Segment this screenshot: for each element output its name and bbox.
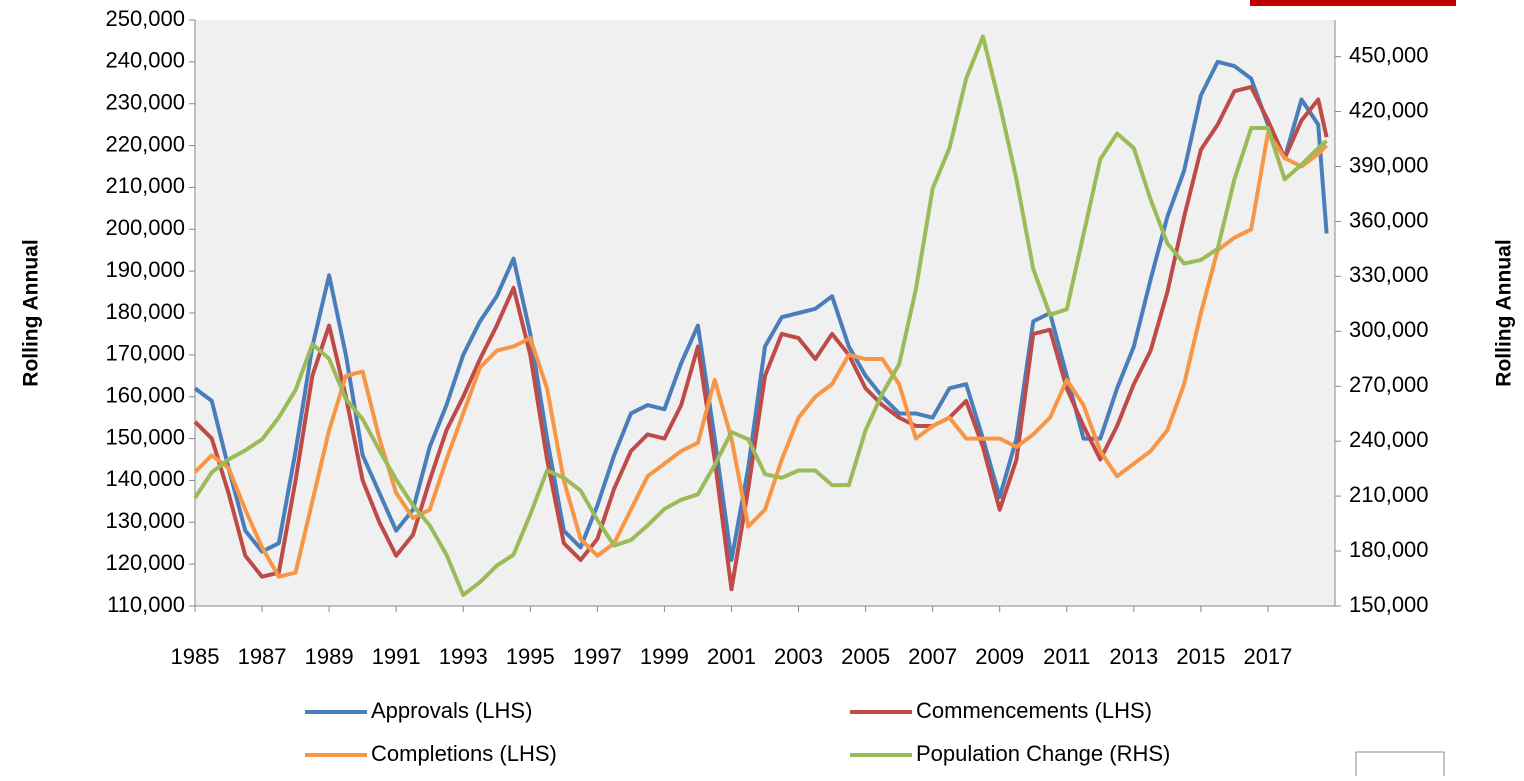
decoration [1250, 0, 1456, 6]
y-axis-title: Rolling Annual [20, 239, 43, 386]
y-tick-label: 250,000 [105, 6, 185, 31]
y-tick-label: 170,000 [105, 341, 185, 366]
legend-label: Commencements (LHS) [916, 698, 1152, 723]
y-tick-label: 180,000 [105, 299, 185, 324]
plot-area [195, 20, 1335, 606]
y2-tick-label: 150,000 [1349, 592, 1429, 617]
y-tick-label: 190,000 [105, 257, 185, 282]
x-tick-label: 2013 [1109, 644, 1158, 669]
x-tick-label: 1999 [640, 644, 689, 669]
x-tick-label: 1993 [439, 644, 488, 669]
series-line [193, 84, 1329, 592]
y-tick-label: 240,000 [105, 48, 185, 73]
series-line [193, 34, 1328, 598]
x-tick-label: 2009 [975, 644, 1024, 669]
x-tick-label: 1995 [506, 644, 555, 669]
y2-tick-label: 180,000 [1349, 537, 1429, 562]
y2-tick-label: 210,000 [1349, 482, 1429, 507]
legend-label: Approvals (LHS) [371, 698, 532, 723]
legend-label: Population Change (RHS) [916, 741, 1170, 766]
y-tick-label: 130,000 [105, 508, 185, 533]
x-tick-label: 2005 [841, 644, 890, 669]
series-line [193, 59, 1329, 562]
y-tick-label: 230,000 [105, 90, 185, 115]
x-tick-label: 1991 [372, 644, 421, 669]
x-tick-label: 1989 [305, 644, 354, 669]
y-tick-label: 110,000 [107, 592, 185, 617]
y2-tick-label: 390,000 [1349, 152, 1429, 177]
y-tick-label: 210,000 [105, 173, 185, 198]
logo [1355, 751, 1445, 781]
y2-axis-title: Rolling Annual [1493, 239, 1516, 386]
x-tick-label: 2007 [908, 644, 957, 669]
y-tick-label: 150,000 [105, 424, 185, 449]
y2-tick-label: 270,000 [1349, 372, 1429, 397]
y-tick-label: 200,000 [105, 215, 185, 240]
x-tick-label: 2011 [1043, 644, 1090, 669]
x-tick-label: 2003 [774, 644, 823, 669]
y-tick-label: 140,000 [105, 466, 185, 491]
x-tick-label: 2015 [1176, 644, 1225, 669]
y2-tick-label: 300,000 [1349, 317, 1429, 342]
x-tick-label: 1985 [171, 644, 220, 669]
x-tick-label: 1987 [238, 644, 287, 669]
x-tick-label: 2017 [1243, 644, 1292, 669]
x-tick-label: 1997 [573, 644, 622, 669]
x-tick-label: 2001 [707, 644, 756, 669]
y-tick-label: 160,000 [105, 383, 185, 408]
y2-tick-label: 240,000 [1349, 427, 1429, 452]
y2-tick-label: 450,000 [1349, 42, 1429, 67]
y2-tick-label: 360,000 [1349, 207, 1429, 232]
y-tick-label: 120,000 [105, 550, 185, 575]
y-tick-label: 220,000 [105, 131, 185, 156]
y2-tick-label: 420,000 [1349, 97, 1429, 122]
y2-tick-label: 330,000 [1349, 262, 1429, 287]
legend-label: Completions (LHS) [371, 741, 557, 766]
